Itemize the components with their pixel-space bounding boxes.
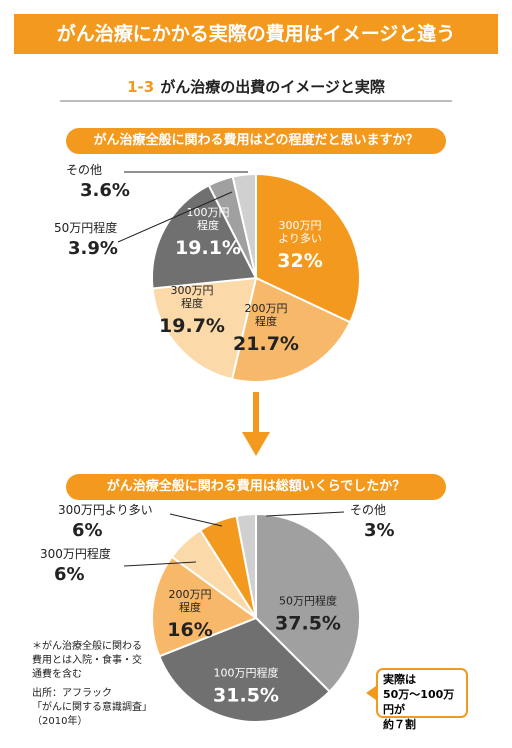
figure-number: 1-3 [127, 78, 155, 96]
callout-pointer [366, 686, 376, 700]
slice-value: 32% [277, 250, 322, 272]
slice-label: 200万円 [245, 302, 288, 315]
callout-box: 実際は 50万～100万円が 約７割 [376, 668, 468, 731]
pie-slice [151, 183, 258, 290]
source-line: 出所：アフラック [32, 688, 112, 699]
leader-line [123, 561, 197, 567]
leader-line [117, 191, 233, 243]
leader-line [265, 511, 345, 517]
outer-label: 300万円程度 [40, 546, 111, 561]
slice-value: 31.5% [213, 685, 279, 707]
question-2-banner: がん治療全般に関わる費用は総額いくらでしたか？ [66, 474, 446, 500]
subtitle-underline [60, 100, 452, 102]
outer-value: 3.9% [68, 238, 118, 259]
pie-slice [235, 512, 257, 619]
outer-label: その他 [350, 503, 386, 517]
slice-label: より多い [278, 231, 322, 245]
slice-value: 19.7% [159, 315, 225, 337]
footnote-line: ＊がん治療全般に関わる [32, 641, 142, 652]
page-title: がん治療にかかる実際の費用はイメージと違う [56, 23, 456, 45]
slice-value: 16% [167, 619, 212, 641]
question-1-banner: がん治療全般に関わる費用はどの程度だと思いますか？ [66, 128, 446, 154]
slice-label: 程度 [181, 296, 203, 310]
outer-label: その他 [66, 163, 102, 177]
pie-slice [151, 555, 259, 658]
footnote-line: 費用とは入院・食事・交 [32, 655, 142, 666]
outer-label: 300万円より多い [58, 503, 153, 517]
callout-line: 約７割 [383, 718, 416, 731]
slice-label: 300万円 [279, 219, 322, 232]
pie-slice [255, 172, 361, 324]
source-line: 「がんに関する意識調査」 [32, 702, 152, 713]
pie-slice [151, 276, 258, 381]
slice-label: 50万円程度 [279, 594, 337, 608]
down-arrow-head [242, 432, 270, 456]
slice-label: 程度 [197, 218, 219, 232]
pie-slice [255, 512, 361, 693]
slice-value: 19.1% [175, 237, 241, 259]
pie-slice [158, 616, 331, 723]
outer-value: 3.6% [80, 180, 130, 201]
down-arrow-shaft [253, 392, 259, 436]
title-banner: がん治療にかかる実際の費用はイメージと違う [14, 14, 498, 54]
outer-value: 6% [54, 564, 85, 585]
footnote: ＊がん治療全般に関わる 費用とは入院・食事・交 通費を含む 出所：アフラック 「… [32, 640, 152, 729]
slice-value: 21.7% [233, 333, 299, 355]
callout-line: 実際は [383, 673, 416, 686]
slice-label: 程度 [179, 600, 201, 614]
pie-slice [230, 276, 352, 383]
footnote-line: 通費を含む [32, 669, 82, 680]
outer-value: 6% [72, 520, 103, 541]
outer-label: 50万円程度 [54, 220, 117, 235]
leader-line [169, 513, 223, 527]
outer-value: 3% [364, 520, 395, 541]
slice-label: 300万円 [171, 284, 214, 297]
slice-label: 程度 [255, 314, 277, 328]
slice-label: 200万円 [169, 588, 212, 601]
pie-slice [231, 172, 257, 279]
source-line: （2010年） [32, 716, 88, 727]
callout-line: 50万～100万円が [383, 688, 455, 716]
slice-label: 100万円 [187, 206, 230, 219]
slice-label: 100万円程度 [214, 666, 279, 680]
figure-caption: がん治療の出費のイメージと実際 [160, 78, 385, 96]
slice-value: 37.5% [275, 613, 341, 635]
figure-subtitle: 1-3 がん治療の出費のイメージと実際 [0, 76, 512, 97]
